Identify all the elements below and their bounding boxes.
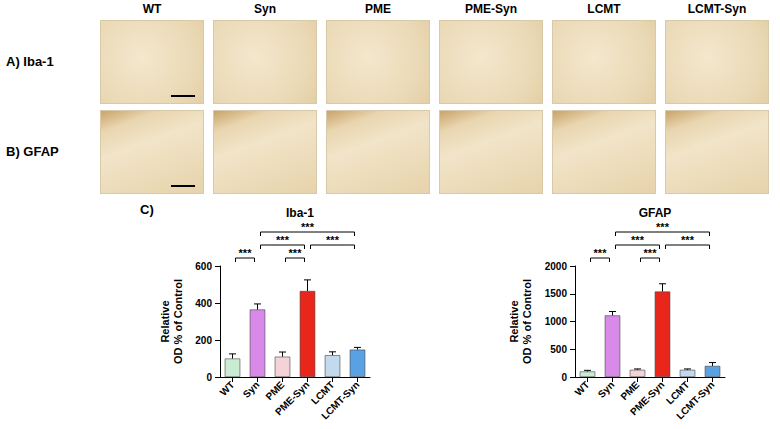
html-text:PME-Syn: PME-Syn [465, 2, 517, 16]
svg-text:PME-Syn: PME-Syn [628, 379, 666, 417]
svg-text:OD % of Control: OD % of Control [521, 279, 533, 364]
html-text:LCMT-Syn: LCMT-Syn [687, 2, 747, 16]
svg-text:***: *** [326, 234, 340, 246]
html-text:LCMT: LCMT [587, 2, 621, 16]
svg-text:2000: 2000 [545, 261, 568, 272]
svg-text:WT: WT [218, 379, 237, 398]
svg-text:600: 600 [195, 261, 212, 272]
svg-text:400: 400 [195, 298, 212, 309]
svg-text:Relative: Relative [159, 300, 171, 342]
svg-text:200: 200 [195, 335, 212, 346]
svg-text:Syn: Syn [596, 379, 617, 400]
html-text:WT: WT [142, 2, 162, 16]
svg-text:LCMT-Syn: LCMT-Syn [319, 379, 361, 421]
svg-text:***: *** [644, 247, 658, 259]
svg-text:***: *** [594, 247, 608, 259]
svg-text:Iba-1: Iba-1 [286, 206, 314, 220]
svg-text:Relative: Relative [508, 300, 520, 342]
svg-text:Syn: Syn [241, 379, 262, 400]
svg-text:1000: 1000 [545, 316, 568, 327]
svg-text:GFAP: GFAP [639, 206, 672, 220]
html-text:B) GFAP: B) GFAP [6, 144, 59, 159]
svg-text:OD % of Control: OD % of Control [172, 279, 184, 364]
svg-text:***: *** [289, 247, 303, 259]
html-text:Syn: Syn [254, 2, 276, 16]
html-text:C): C) [140, 202, 154, 217]
html-text:A) Iba-1: A) Iba-1 [6, 54, 54, 69]
svg-text:***: *** [656, 221, 670, 233]
svg-text:500: 500 [550, 344, 567, 355]
svg-text:LCMT-Syn: LCMT-Syn [674, 379, 716, 421]
svg-text:PME-Syn: PME-Syn [273, 379, 311, 417]
svg-text:***: *** [681, 234, 695, 246]
svg-text:***: *** [239, 247, 253, 259]
svg-text:1500: 1500 [545, 288, 568, 299]
html-text:PME: PME [365, 2, 391, 16]
svg-text:0: 0 [561, 372, 567, 383]
svg-text:0: 0 [206, 372, 212, 383]
svg-text:***: *** [301, 221, 315, 233]
svg-text:***: *** [631, 234, 645, 246]
svg-text:WT: WT [573, 379, 592, 398]
svg-text:***: *** [276, 234, 290, 246]
